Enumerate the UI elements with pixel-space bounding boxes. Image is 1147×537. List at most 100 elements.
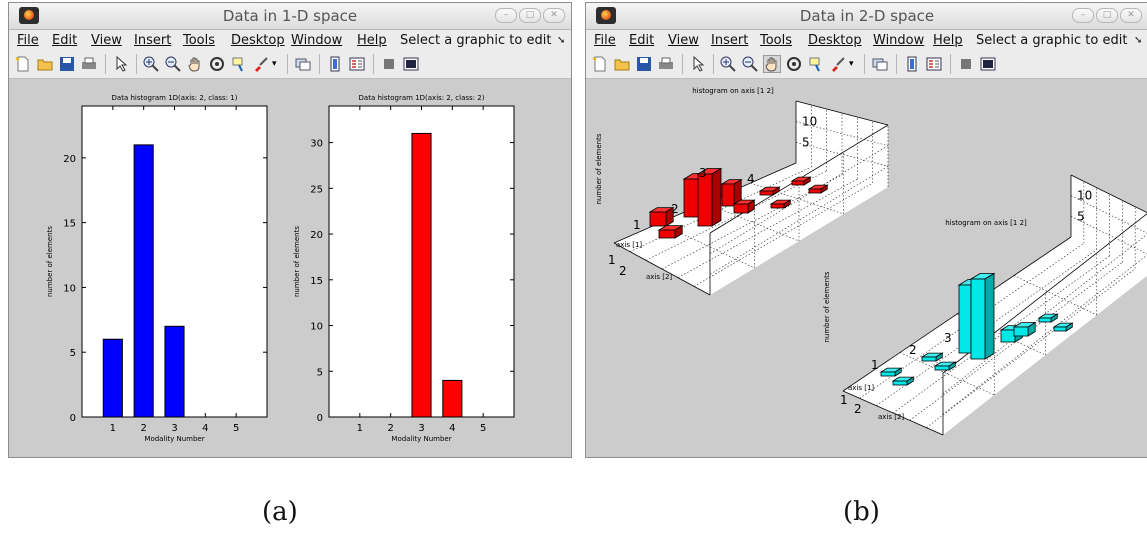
menu-file[interactable]: File bbox=[17, 33, 39, 48]
matlab-icon[interactable] bbox=[596, 7, 616, 24]
new-figure-icon[interactable] bbox=[592, 56, 608, 72]
bar-3d-front bbox=[683, 178, 699, 218]
toolbar: ▾ bbox=[9, 51, 571, 79]
toolbar-separator bbox=[287, 54, 288, 74]
rotate-3d-icon[interactable] bbox=[786, 56, 802, 72]
hide-plot-tools-icon[interactable] bbox=[381, 56, 397, 72]
z-tick-label: 5 bbox=[802, 135, 810, 149]
save-icon[interactable] bbox=[59, 56, 75, 72]
toolbar-separator bbox=[373, 54, 374, 74]
menu-window[interactable]: Window bbox=[873, 33, 925, 48]
legend-icon[interactable] bbox=[349, 56, 365, 72]
menu-tools[interactable]: Tools bbox=[183, 33, 216, 48]
title-bar[interactable]: Data in 1-D space – □ ✕ bbox=[9, 3, 571, 30]
menu-insert[interactable]: Insert bbox=[134, 33, 172, 48]
menu-overflow-icon[interactable]: ➘ bbox=[1134, 35, 1143, 46]
save-icon[interactable] bbox=[636, 56, 652, 72]
hide-plot-tools-icon[interactable] bbox=[958, 56, 974, 72]
open-file-icon[interactable] bbox=[37, 56, 53, 72]
menu-window[interactable]: Window bbox=[291, 33, 343, 48]
zoom-out-icon[interactable] bbox=[165, 56, 181, 72]
y-tick-label: 5 bbox=[70, 348, 76, 359]
x-tick-label: 5 bbox=[480, 423, 486, 434]
x-tick-label: 4 bbox=[449, 423, 455, 434]
bar-3d-side bbox=[984, 272, 995, 360]
menu-desktop[interactable]: Desktop bbox=[808, 33, 862, 48]
matlab-icon[interactable] bbox=[19, 7, 39, 24]
toolbar-separator bbox=[682, 54, 683, 74]
axis-edge bbox=[842, 390, 944, 436]
menu-view[interactable]: View bbox=[668, 33, 699, 48]
menu-insert[interactable]: Insert bbox=[711, 33, 749, 48]
y-tick-label: 20 bbox=[310, 230, 323, 241]
y-axis-label: number of elements bbox=[293, 226, 301, 297]
menu-select-graphic[interactable]: Select a graphic to edit bbox=[400, 33, 552, 48]
menu-view[interactable]: View bbox=[91, 33, 122, 48]
chevron-down-icon[interactable]: ▾ bbox=[849, 59, 854, 69]
colorbar-icon[interactable] bbox=[327, 56, 343, 72]
new-figure-icon[interactable] bbox=[15, 56, 31, 72]
link-plot-icon[interactable] bbox=[295, 56, 311, 72]
menu-overflow-icon[interactable]: ➘ bbox=[557, 35, 566, 46]
zoom-out-icon[interactable] bbox=[742, 56, 758, 72]
caption-a: (a) bbox=[262, 497, 298, 527]
data-cursor-icon[interactable] bbox=[231, 56, 247, 72]
chevron-down-icon[interactable]: ▾ bbox=[272, 59, 277, 69]
print-icon[interactable] bbox=[658, 56, 674, 72]
close-button[interactable]: ✕ bbox=[1120, 8, 1142, 23]
menu-help[interactable]: Help bbox=[933, 33, 963, 48]
x-tick-label: 3 bbox=[944, 331, 952, 345]
menu-file[interactable]: File bbox=[594, 33, 616, 48]
brush-icon[interactable] bbox=[253, 56, 269, 72]
menu-desktop[interactable]: Desktop bbox=[231, 33, 285, 48]
toolbar-separator bbox=[896, 54, 897, 74]
colorbar-icon[interactable] bbox=[904, 56, 920, 72]
bar-3d-front bbox=[791, 180, 805, 186]
bar-3d-front bbox=[1053, 326, 1067, 332]
title-bar[interactable]: Data in 2-D space – □ ✕ bbox=[586, 3, 1147, 30]
legend-icon[interactable] bbox=[926, 56, 942, 72]
chart-title: histogram on axis [1 2] bbox=[945, 219, 1027, 227]
maximize-button[interactable]: □ bbox=[519, 8, 541, 23]
minimize-button[interactable]: – bbox=[1072, 8, 1094, 23]
y-tick-label: 10 bbox=[310, 322, 323, 333]
open-file-icon[interactable] bbox=[614, 56, 630, 72]
floor-grid-line bbox=[909, 262, 1123, 421]
data-cursor-icon[interactable] bbox=[808, 56, 824, 72]
wall-grid-line bbox=[942, 234, 1147, 394]
print-icon[interactable] bbox=[81, 56, 97, 72]
x-tick-label: 2 bbox=[140, 423, 146, 434]
zoom-in-icon[interactable] bbox=[720, 56, 736, 72]
pan-hand-icon[interactable] bbox=[763, 55, 781, 73]
edit-plot-arrow-icon[interactable] bbox=[690, 56, 706, 72]
show-plot-tools-icon[interactable] bbox=[980, 56, 996, 72]
x-tick-label: 4 bbox=[202, 423, 208, 434]
zoom-in-icon[interactable] bbox=[143, 56, 159, 72]
x-tick-label: 4 bbox=[747, 172, 755, 186]
bar-3d-front bbox=[770, 203, 785, 209]
menu-tools[interactable]: Tools bbox=[760, 33, 793, 48]
menu-edit[interactable]: Edit bbox=[629, 33, 655, 48]
z-tick-label: 10 bbox=[802, 115, 817, 129]
show-plot-tools-icon[interactable] bbox=[403, 56, 419, 72]
menu-edit[interactable]: Edit bbox=[52, 33, 78, 48]
close-button[interactable]: ✕ bbox=[543, 8, 565, 23]
maximize-button[interactable]: □ bbox=[1096, 8, 1118, 23]
bar-3d-front bbox=[1013, 326, 1029, 337]
bar-3d-front bbox=[921, 356, 937, 362]
floor-grid-line bbox=[956, 313, 1046, 356]
toolbar-separator bbox=[319, 54, 320, 74]
minimize-button[interactable]: – bbox=[495, 8, 517, 23]
wall-grid-line bbox=[942, 254, 1147, 415]
menu-select-graphic[interactable]: Select a graphic to edit bbox=[976, 33, 1128, 48]
rotate-3d-icon[interactable] bbox=[209, 56, 225, 72]
bar-3d-front bbox=[649, 211, 667, 227]
menu-help[interactable]: Help bbox=[357, 33, 387, 48]
floor-grid-line bbox=[750, 182, 844, 215]
link-plot-icon[interactable] bbox=[872, 56, 888, 72]
wall-grid-line bbox=[1070, 195, 1147, 234]
pan-hand-icon[interactable] bbox=[187, 56, 203, 72]
brush-icon[interactable] bbox=[830, 56, 846, 72]
edit-plot-arrow-icon[interactable] bbox=[113, 56, 129, 72]
